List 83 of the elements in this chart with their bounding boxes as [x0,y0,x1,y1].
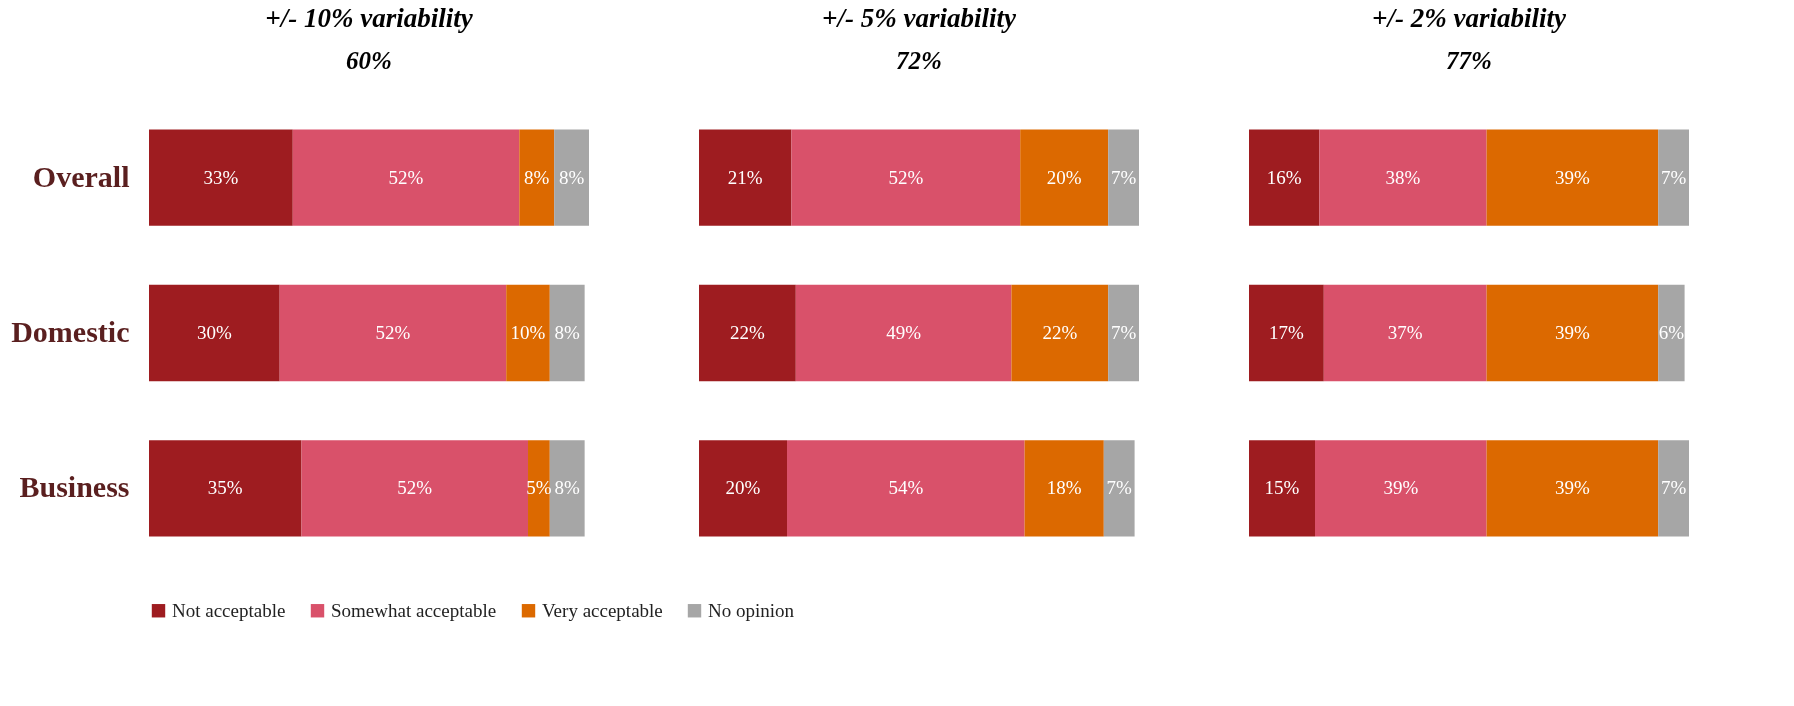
chart-title: +/- 2% variability [1372,3,1567,33]
data-label: 33% [203,166,239,188]
data-label: 52% [388,166,424,188]
data-label: 7% [1660,477,1687,499]
data-label: 7% [1110,166,1137,188]
data-label: 39% [1554,477,1590,499]
text: 72% [896,47,942,74]
bar [1323,284,1487,382]
bar [1315,440,1487,537]
bar [506,284,550,382]
bar [1249,440,1315,537]
bar [699,284,796,382]
data-label: 6% [1658,322,1685,343]
data-label: 39% [1554,322,1590,343]
bar [1020,129,1109,226]
data-label: 39% [1554,166,1590,188]
legend-label: Somewhat acceptable [331,599,497,621]
data-label: 54% [888,477,924,499]
bar [1486,440,1659,537]
bar [699,440,787,537]
data-label: 8% [524,166,550,188]
data-label: 35% [207,477,243,499]
y-tick-label: Domestic [11,315,130,348]
data-label: 37% [1387,322,1423,343]
bar [1658,129,1689,226]
data-label: 10% [510,322,546,343]
y-tick-label: Business [19,470,130,504]
y-tick-label: Overall [32,159,130,193]
bar [795,284,1012,382]
bar [279,284,507,382]
data-label: 22% [1042,322,1078,343]
data-label: 22% [729,322,765,343]
data-label: 7% [1660,166,1687,188]
bar [301,440,529,537]
bar [1249,129,1320,226]
bar [1658,440,1689,537]
data-label: 30% [196,322,232,343]
data-label: 38% [1385,166,1421,188]
text: 77% [1446,47,1492,74]
bar [1249,284,1324,382]
data-label: 20% [725,477,761,499]
data-label: 49% [886,322,922,343]
bar [791,129,1021,226]
bar [292,129,520,226]
data-label: 20% [1046,166,1082,188]
bar [549,440,585,537]
bar [519,129,555,226]
chart-title: +/- 5% variability [822,3,1017,33]
data-label: 8% [554,477,581,499]
bar [1658,284,1685,382]
data-label: 7% [1110,322,1137,343]
data-label: 18% [1046,477,1082,499]
bar [1108,284,1139,382]
bar [549,284,585,382]
bar [1319,129,1487,226]
bar [1486,129,1659,226]
data-label: 8% [558,166,585,188]
data-label: 15% [1264,477,1300,499]
chart-title: +/- 10% variability [265,3,474,33]
bar [1103,440,1135,537]
legend-label: Very acceptable [542,599,663,621]
bar [1486,284,1659,382]
bar [149,129,293,226]
bar [1024,440,1104,537]
bar [1108,129,1139,226]
bar [554,129,589,226]
data-label: 21% [727,166,763,188]
data-label: 16% [1266,166,1302,188]
bar [149,284,280,382]
data-label: 52% [375,322,411,343]
data-label: 8% [554,322,581,343]
data-label: 52% [888,166,924,188]
legend-label: No opinion [708,599,795,621]
bar [149,440,302,537]
data-label: 52% [397,477,433,499]
data-label: 7% [1106,477,1133,499]
data-label: 17% [1268,322,1304,343]
text: 60% [346,47,392,74]
bar [787,440,1025,537]
bar [699,129,792,226]
bar [1011,284,1109,382]
data-label: 39% [1383,477,1419,499]
legend-label: Not acceptable [172,599,286,621]
